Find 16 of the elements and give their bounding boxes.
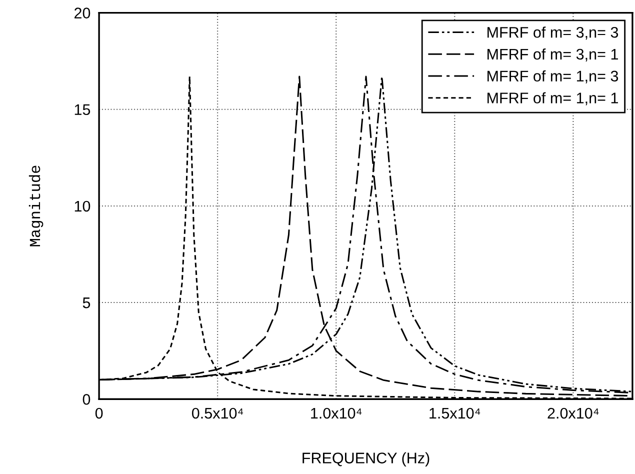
y-tick-label: 5 <box>82 298 90 308</box>
y-axis-title: Magnitude <box>28 166 44 246</box>
legend-label: MFRF of m= 1,n= 3 <box>488 70 618 84</box>
x-tick-label: 1.5x10⁴ <box>430 408 480 419</box>
x-axis-title: FREQUENCY (Hz) <box>302 452 430 466</box>
y-tick-label: 10 <box>74 200 90 212</box>
y-tick-label: 20 <box>74 8 90 18</box>
y-tick-label: 0 <box>82 394 90 405</box>
x-tick-label: 2.0x10⁴ <box>548 408 599 419</box>
x-tick-label: 0 <box>95 408 103 419</box>
x-tick-label: 0.5x10⁴ <box>192 408 244 419</box>
x-tick-label: 1.0x10⁴ <box>311 408 362 419</box>
legend-label: MFRF of m= 3,n= 1 <box>488 48 618 62</box>
legend-label: MFRF of m= 3,n= 3 <box>488 26 618 40</box>
y-tick-label: 15 <box>74 104 90 116</box>
legend-label: MFRF of m= 1,n= 1 <box>488 92 618 106</box>
